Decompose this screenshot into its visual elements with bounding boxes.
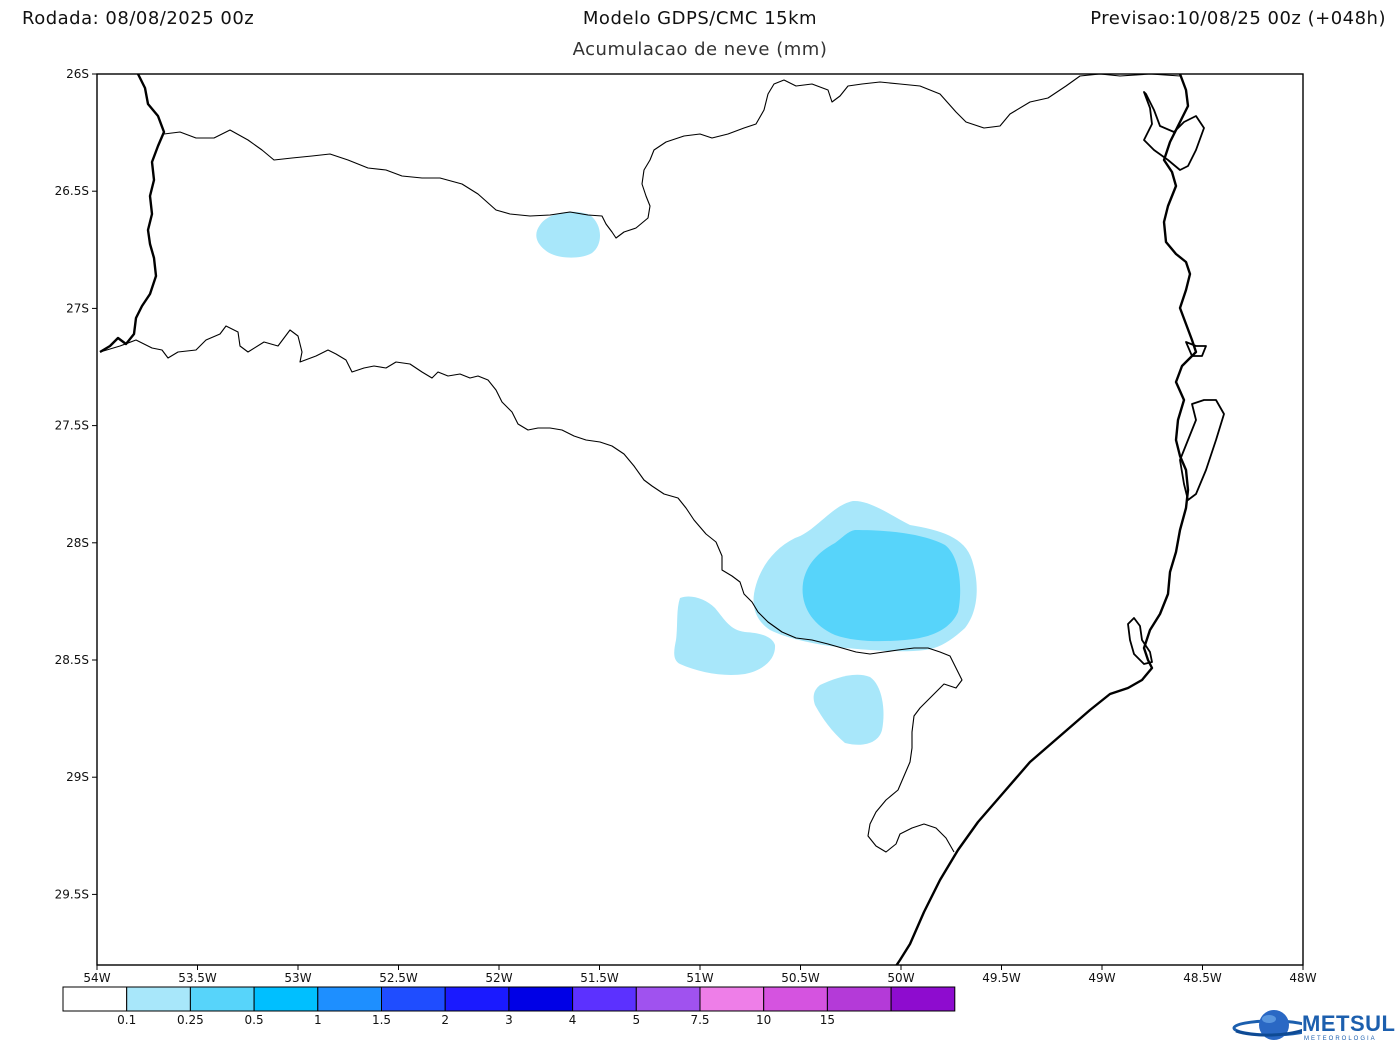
colorbar-label: 0.25	[177, 1013, 204, 1027]
lon-tick-label: 52W	[485, 971, 512, 985]
colorbar-swatch	[444, 986, 510, 1012]
atlantic-coast	[895, 74, 1198, 965]
model-title: Modelo GDPS/CMC 15km	[582, 8, 818, 29]
rs-sc-border	[99, 325, 963, 853]
colorbar-swatch	[62, 986, 128, 1012]
colorbar-label: 10	[756, 1013, 772, 1027]
colorbar-label: 1.5	[371, 1013, 392, 1027]
lon-tick-label: 52.5W	[379, 971, 418, 985]
lat-tick-label: 26S	[66, 67, 89, 81]
colorbar-swatch	[699, 986, 765, 1012]
colorbar-swatch	[253, 986, 319, 1012]
lon-tick-label: 50.5W	[781, 971, 820, 985]
lon-tick-label: 53W	[284, 971, 311, 985]
colorbar-swatch	[317, 986, 382, 1012]
globe-icon	[1232, 1010, 1302, 1040]
logo-subtext: METEOROLOGIA	[1304, 1036, 1377, 1042]
snow-area-west	[674, 596, 776, 675]
lon-tick-label: 51.5W	[580, 971, 619, 985]
argentina-border	[99, 74, 166, 354]
colorbar-label: 1	[313, 1013, 322, 1027]
colorbar-label: 2	[441, 1013, 450, 1027]
colorbar-swatch	[381, 986, 446, 1012]
colorbar-label: 5	[632, 1013, 641, 1027]
run-label: Rodada: 08/08/2025 00z	[22, 8, 255, 29]
lat-tick-label: 27.5S	[55, 419, 89, 433]
map-subtitle: Acumulacao de neve (mm)	[572, 39, 828, 60]
colorbar-swatch	[508, 986, 574, 1012]
logo-text: METSUL	[1302, 1011, 1396, 1036]
southern-lagoon	[1127, 617, 1153, 665]
colorbar-label: 0.5	[244, 1013, 264, 1027]
colorbar-label: 3	[505, 1013, 513, 1027]
santa-catarina-island	[1179, 399, 1225, 501]
boundaries	[99, 74, 1225, 965]
lon-tick-label: 48W	[1289, 971, 1316, 985]
colorbar-swatch	[890, 986, 956, 1012]
colorbar-label: 15	[819, 1013, 836, 1027]
snow-area-main-inner	[802, 530, 961, 642]
lon-tick-label: 48.5W	[1183, 971, 1222, 985]
lon-tick-label: 49.5W	[982, 971, 1021, 985]
lat-tick-label: 29S	[66, 770, 89, 784]
colorbar-swatch	[763, 986, 828, 1012]
lon-tick-label: 49W	[1088, 971, 1115, 985]
lon-tick-label: 53.5W	[178, 971, 217, 985]
colorbar-swatch	[189, 986, 255, 1012]
lon-tick-label: 54W	[83, 971, 110, 985]
colorbar-swatch	[572, 986, 637, 1012]
snow-area-south	[813, 674, 884, 745]
colorbar-label: 7.5	[690, 1013, 710, 1027]
forecast-label: Previsao:10/08/25 00z (+048h)	[1090, 8, 1386, 29]
colorbar-label: 0.1	[117, 1013, 137, 1027]
map-frame	[96, 73, 1304, 966]
lat-tick-label: 28S	[66, 536, 89, 550]
lon-tick-label: 51W	[686, 971, 713, 985]
lat-tick-label: 26.5S	[55, 184, 89, 198]
longitude-axis: 54W 53.5W 53W 52.5W 52W 51.5W 51W 50.5W 50W 49.5W…	[83, 965, 1317, 985]
parana-border	[163, 74, 1181, 239]
snow-field	[536, 211, 977, 745]
colorbar-swatch	[126, 986, 191, 1012]
latitude-axis: 26S 26.5S 27S 27.5S 28S 28.5S 29S 29.5S	[55, 67, 97, 901]
lat-tick-label: 29.5S	[55, 887, 89, 901]
snow-area-north	[536, 211, 601, 258]
colorbar-label: 4	[568, 1013, 577, 1027]
lat-tick-label: 27S	[66, 301, 89, 315]
colorbar-swatch	[635, 986, 701, 1012]
central-island	[1185, 341, 1207, 357]
lon-tick-label: 50W	[887, 971, 914, 985]
lat-tick-label: 28.5S	[55, 653, 89, 667]
northern-inlet	[1143, 91, 1205, 171]
metsul-logo: METSUL METEOROLOGIA	[1232, 1007, 1400, 1052]
colorbar	[62, 986, 956, 1012]
colorbar-swatch	[826, 986, 892, 1012]
